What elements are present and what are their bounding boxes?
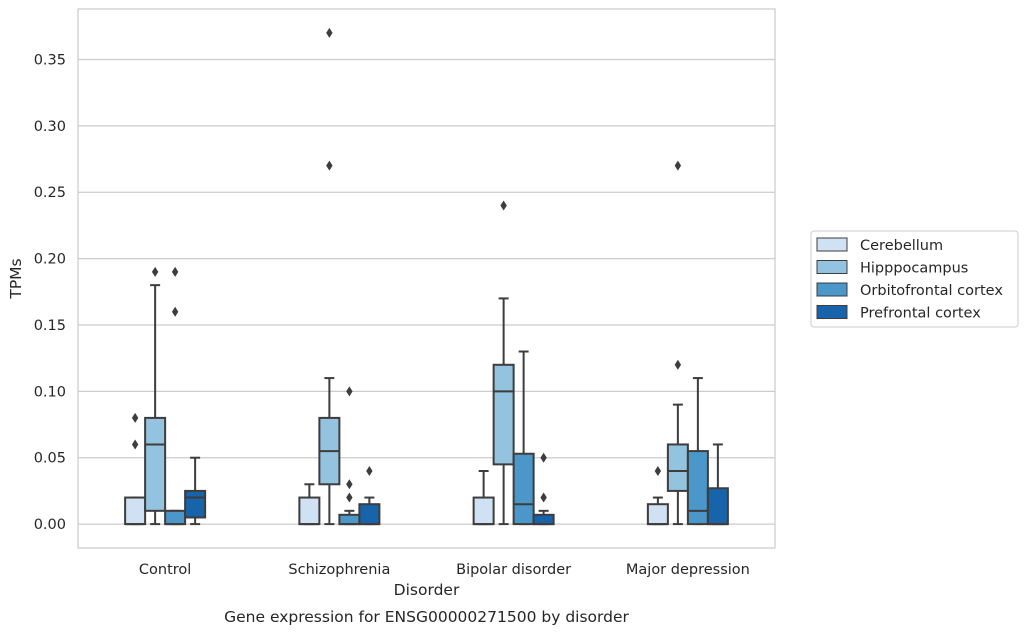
- x-axis-title: Disorder: [394, 581, 460, 599]
- box-iqr: [164, 509, 187, 526]
- outlier-point: [346, 492, 353, 503]
- box-hipppocampus: [666, 160, 689, 526]
- outlier-point: [366, 466, 373, 476]
- outlier-point: [674, 359, 682, 370]
- legend-swatch: [816, 305, 848, 319]
- box-iqr: [338, 513, 361, 526]
- box-cerebellum: [124, 412, 147, 526]
- box-iqr: [144, 416, 167, 512]
- box-iqr: [666, 443, 689, 492]
- y-tick-label: 0.25: [34, 185, 66, 201]
- outlier-point: [540, 452, 547, 463]
- outlier-point: [326, 160, 333, 171]
- outlier-point: [171, 306, 179, 317]
- box-prefrontal-cortex: [358, 466, 381, 526]
- y-tick-label: 0.35: [34, 52, 66, 68]
- box-iqr: [298, 496, 321, 526]
- box-iqr: [706, 487, 729, 526]
- box-orbitofrontal-cortex: [686, 377, 709, 526]
- x-axis-ticks: Control Schizophrenia Bipolar disorder Majo…: [139, 562, 750, 578]
- outlier-point: [654, 466, 662, 476]
- x-tick-label: Bipolar disorder: [456, 562, 571, 578]
- box-iqr: [472, 496, 495, 526]
- plot-area-frame: [77, 8, 776, 549]
- y-tick-label: 0.20: [34, 252, 66, 268]
- legend-frame: [810, 230, 1019, 328]
- box-prefrontal-cortex: [706, 443, 729, 526]
- box-iqr: [124, 496, 147, 526]
- outlier-point: [500, 200, 507, 211]
- legend-swatch: [816, 260, 848, 274]
- y-tick-label: 0.05: [34, 451, 66, 467]
- box-iqr: [184, 489, 207, 519]
- box-iqr: [492, 363, 515, 466]
- x-tick-label: Schizophrenia: [288, 562, 390, 578]
- outlier-point: [540, 492, 547, 503]
- box-cerebellum: [646, 466, 669, 526]
- box-orbitofrontal-cortex: [512, 350, 535, 526]
- box-iqr: [512, 452, 535, 526]
- legend-label: Prefrontal cortex: [860, 306, 981, 322]
- outlier-point: [131, 439, 139, 450]
- box-hipppocampus: [492, 200, 515, 526]
- box-iqr: [532, 513, 555, 526]
- legend-label: Hipppocampus: [860, 261, 968, 277]
- outlier-point: [674, 160, 682, 171]
- box-hipppocampus: [144, 266, 167, 526]
- box-cerebellum: [298, 483, 321, 526]
- outlier-point: [171, 266, 179, 277]
- box-iqr: [358, 503, 381, 526]
- legend-label: Cerebellum: [860, 238, 943, 254]
- y-axis-ticks: 0.00 0.05 0.10 0.15 0.20 0.25 0.30 0.35: [34, 52, 66, 533]
- box-prefrontal-cortex: [184, 456, 207, 526]
- outlier-point: [131, 412, 139, 423]
- box-iqr: [686, 450, 709, 526]
- outlier-point: [151, 266, 159, 277]
- y-tick-label: 0.00: [34, 517, 66, 533]
- legend-label: Orbitofrontal cortex: [860, 283, 1003, 299]
- x-tick-label: Control: [139, 562, 191, 578]
- box-iqr: [646, 503, 669, 526]
- chart-caption: Gene expression for ENSG00000271500 by d…: [224, 608, 629, 626]
- y-tick-label: 0.30: [34, 119, 66, 135]
- box-orbitofrontal-cortex: [164, 266, 187, 526]
- legend: Cerebellum Hipppocampus Orbitofrontal cort…: [810, 230, 1019, 328]
- y-axis-title: TPMs: [7, 258, 25, 299]
- box-hipppocampus: [318, 27, 341, 526]
- box-orbitofrontal-cortex: [338, 386, 361, 526]
- box-cerebellum: [472, 470, 495, 526]
- legend-swatch: [816, 237, 848, 252]
- outlier-point: [346, 479, 353, 490]
- y-tick-label: 0.15: [34, 318, 66, 334]
- x-tick-label: Major depression: [626, 562, 750, 578]
- legend-swatch: [816, 282, 848, 297]
- box-layer: [124, 27, 729, 526]
- y-tick-label: 0.10: [34, 384, 66, 400]
- outlier-point: [346, 386, 353, 397]
- box-prefrontal-cortex: [532, 452, 555, 526]
- outlier-point: [326, 27, 333, 38]
